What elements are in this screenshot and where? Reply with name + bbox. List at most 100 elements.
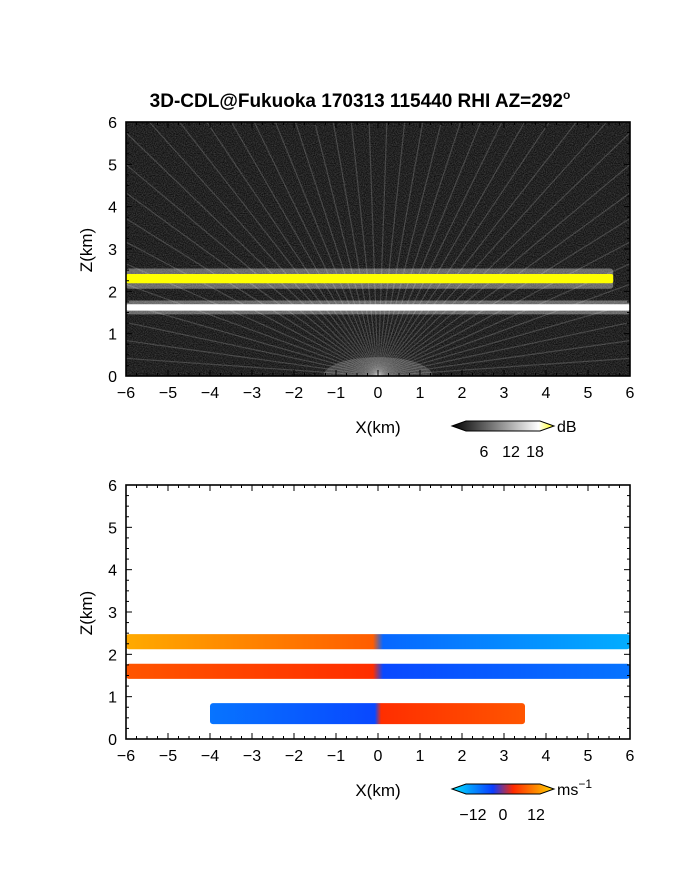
beam-ray <box>126 303 379 376</box>
top-x-tick-label: −6 <box>117 385 135 402</box>
bottom-plot-background <box>126 485 630 739</box>
bottom-colorbar-tick: 0 <box>499 807 508 824</box>
beam-ray <box>377 339 630 376</box>
beam-ray <box>126 357 379 376</box>
top-x-axis-label: X(km) <box>355 418 400 437</box>
bottom-y-axis-label: Z(km) <box>77 591 96 635</box>
bottom-x-tick-label: 6 <box>626 748 635 765</box>
echo-layer <box>126 304 630 311</box>
top-colorbar-unit: dB <box>557 419 577 436</box>
bottom-x-tick-label: 1 <box>416 748 425 765</box>
top-y-tick-label: 3 <box>108 242 117 259</box>
beam-ray <box>314 122 379 376</box>
beam-ray <box>126 339 379 376</box>
bottom-y-tick-label: 6 <box>108 478 117 495</box>
beam-ray <box>377 263 630 376</box>
beam-ray <box>178 122 379 376</box>
top-x-tick-label: −4 <box>201 385 219 402</box>
near-ground-echo <box>323 357 433 376</box>
bottom-y-tick-label: 0 <box>108 732 117 749</box>
beam-ray <box>377 122 388 376</box>
beam-ray <box>377 357 630 376</box>
beam-ray <box>294 122 379 376</box>
velocity-layer <box>210 703 525 725</box>
top-y-tick-label: 1 <box>108 327 117 344</box>
bottom-x-tick-label: −1 <box>327 748 345 765</box>
beam-ray <box>253 122 379 376</box>
beam-ray <box>377 122 406 376</box>
beam-ray <box>350 122 379 376</box>
bottom-axis-ticks: −6 −5 −4 −3 −2 −1 0 1 2 3 4 5 6 0 1 2 3 4 5 6 <box>108 478 634 765</box>
top-y-tick-label: 2 <box>108 284 117 301</box>
bottom-x-tick-label: 0 <box>374 748 383 765</box>
top-y-axis-label: Z(km) <box>77 228 96 272</box>
beam-ray <box>377 122 578 376</box>
bottom-colorbar-unit: ms−1 <box>557 777 592 799</box>
top-x-tick-label: 0 <box>374 385 383 402</box>
beam-ray <box>377 122 503 376</box>
echo-layer <box>126 274 614 284</box>
bottom-x-tick-label: 2 <box>458 748 467 765</box>
bottom-y-tick-label: 5 <box>108 520 117 537</box>
bottom-x-tick-label: −6 <box>117 748 135 765</box>
beam-ray <box>368 122 379 376</box>
bottom-x-tick-label: −3 <box>243 748 261 765</box>
top-x-tick-label: 1 <box>416 385 425 402</box>
beam-ray <box>377 163 630 376</box>
top-colorbar-tick: 18 <box>526 444 544 461</box>
top-x-tick-label: −5 <box>159 385 177 402</box>
top-x-tick-label: 4 <box>542 385 551 402</box>
bottom-x-axis-label: X(km) <box>355 781 400 800</box>
top-x-tick-label: −3 <box>243 385 261 402</box>
bottom-y-tick-label: 3 <box>108 605 117 622</box>
top-x-tick-label: 3 <box>500 385 509 402</box>
beam-ray <box>126 321 379 376</box>
bottom-x-tick-label: −4 <box>201 748 219 765</box>
top-y-tick-label: 5 <box>108 157 117 174</box>
bottom-y-tick-label: 4 <box>108 563 117 580</box>
beam-ray <box>148 122 379 376</box>
beam-ray <box>126 217 379 376</box>
beam-ray <box>377 122 462 376</box>
beam-ray <box>377 122 424 376</box>
beam-ray <box>274 122 379 376</box>
beam-ray <box>377 217 630 376</box>
bottom-x-tick-label: 5 <box>584 748 593 765</box>
bottom-velocity-layers <box>126 634 630 725</box>
beam-ray <box>377 321 630 376</box>
top-y-tick-label: 0 <box>108 369 117 386</box>
bottom-colorbar-bar <box>450 783 556 795</box>
beam-ray <box>126 163 379 376</box>
beam-ray <box>332 122 379 376</box>
beam-ray <box>377 283 630 376</box>
beam-ray <box>377 122 482 376</box>
beam-ray <box>377 122 442 376</box>
top-y-tick-label: 4 <box>108 200 117 217</box>
top-x-tick-label: 5 <box>584 385 593 402</box>
beam-ray <box>126 263 379 376</box>
bottom-y-tick-label: 1 <box>108 690 117 707</box>
bottom-x-tick-label: −5 <box>159 748 177 765</box>
top-echo-layers <box>126 268 630 315</box>
bottom-y-tick-label: 2 <box>108 647 117 664</box>
bottom-x-tick-label: 3 <box>500 748 509 765</box>
bottom-colorbar: ms−1 −12 0 12 <box>450 777 592 824</box>
beam-ray <box>377 122 608 376</box>
top-axis-ticks: −6 −5 −4 −3 −2 −1 0 1 2 3 4 5 6 0 1 2 3 4 5 6 <box>108 115 634 402</box>
top-colorbar-tick: 12 <box>502 444 520 461</box>
bottom-x-tick-label: 4 <box>542 748 551 765</box>
bottom-colorbar-tick: −12 <box>459 807 486 824</box>
chart-title: 3D-CDL@Fukuoka 170313 115440 RHI AZ=292o <box>150 88 571 112</box>
top-y-tick-label: 6 <box>108 115 117 132</box>
top-colorbar-bar <box>450 420 556 432</box>
top-colorbar-tick: 6 <box>480 444 489 461</box>
velocity-layer <box>126 663 630 679</box>
top-x-tick-label: −2 <box>285 385 303 402</box>
beam-ray <box>126 241 379 376</box>
beam-ray <box>377 241 630 376</box>
top-x-tick-label: −1 <box>327 385 345 402</box>
top-x-tick-label: 2 <box>458 385 467 402</box>
